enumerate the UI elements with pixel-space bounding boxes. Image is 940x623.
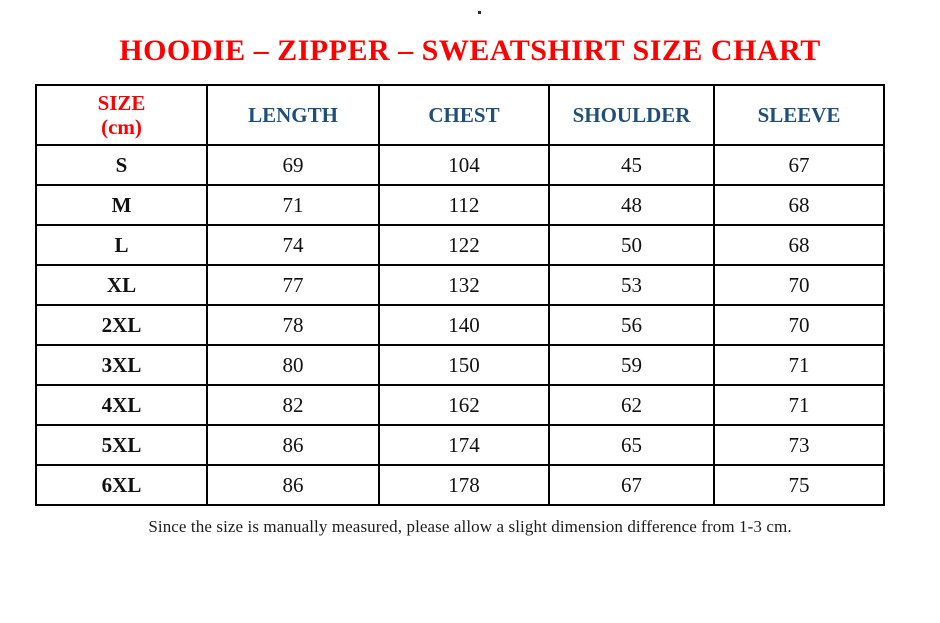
sleeve-value: 73 bbox=[713, 424, 885, 466]
length-value: 69 bbox=[206, 144, 380, 186]
column-header-size: SIZE (cm) bbox=[35, 84, 208, 146]
sleeve-value: 75 bbox=[713, 464, 885, 506]
chest-value: 122 bbox=[378, 224, 550, 266]
sleeve-value: 70 bbox=[713, 304, 885, 346]
shoulder-value: 50 bbox=[548, 224, 715, 266]
size-label: 5XL bbox=[35, 424, 208, 466]
sleeve-value: 70 bbox=[713, 264, 885, 306]
table-row: 3XL 80 150 59 71 bbox=[35, 344, 885, 386]
length-value: 80 bbox=[206, 344, 380, 386]
dot-artifact bbox=[478, 11, 481, 14]
shoulder-value: 59 bbox=[548, 344, 715, 386]
column-header-sleeve: SLEEVE bbox=[713, 84, 885, 146]
size-label: M bbox=[35, 184, 208, 226]
sleeve-value: 68 bbox=[713, 184, 885, 226]
size-label: L bbox=[35, 224, 208, 266]
shoulder-value: 67 bbox=[548, 464, 715, 506]
sleeve-value: 68 bbox=[713, 224, 885, 266]
table-row: L 74 122 50 68 bbox=[35, 224, 885, 266]
length-value: 74 bbox=[206, 224, 380, 266]
size-label: S bbox=[35, 144, 208, 186]
footer-note: Since the size is manually measured, ple… bbox=[148, 517, 792, 536]
chest-value: 174 bbox=[378, 424, 550, 466]
table-row: XL 77 132 53 70 bbox=[35, 264, 885, 306]
chest-value: 150 bbox=[378, 344, 550, 386]
sleeve-value: 71 bbox=[713, 344, 885, 386]
table-row: M 71 112 48 68 bbox=[35, 184, 885, 226]
shoulder-value: 56 bbox=[548, 304, 715, 346]
size-label: 4XL bbox=[35, 384, 208, 426]
length-value: 78 bbox=[206, 304, 380, 346]
table-row: 2XL 78 140 56 70 bbox=[35, 304, 885, 346]
size-header-line2: (cm) bbox=[101, 115, 142, 139]
table-header-row: SIZE (cm) LENGTH CHEST SHOULDER SLEEVE bbox=[35, 84, 885, 146]
chest-value: 132 bbox=[378, 264, 550, 306]
sleeve-value: 67 bbox=[713, 144, 885, 186]
sleeve-value: 71 bbox=[713, 384, 885, 426]
size-chart-table: SIZE (cm) LENGTH CHEST SHOULDER SLEEVE S… bbox=[35, 84, 885, 506]
table-row: S 69 104 45 67 bbox=[35, 144, 885, 186]
table-row: 6XL 86 178 67 75 bbox=[35, 464, 885, 506]
length-value: 71 bbox=[206, 184, 380, 226]
page-title: HOODIE – ZIPPER – SWEATSHIRT SIZE CHART bbox=[119, 34, 821, 67]
size-label: XL bbox=[35, 264, 208, 306]
length-value: 77 bbox=[206, 264, 380, 306]
column-header-shoulder: SHOULDER bbox=[548, 84, 715, 146]
chest-value: 178 bbox=[378, 464, 550, 506]
shoulder-value: 45 bbox=[548, 144, 715, 186]
length-value: 86 bbox=[206, 424, 380, 466]
column-header-length: LENGTH bbox=[206, 84, 380, 146]
shoulder-value: 53 bbox=[548, 264, 715, 306]
size-label: 6XL bbox=[35, 464, 208, 506]
shoulder-value: 65 bbox=[548, 424, 715, 466]
shoulder-value: 62 bbox=[548, 384, 715, 426]
column-header-chest: CHEST bbox=[378, 84, 550, 146]
size-label: 3XL bbox=[35, 344, 208, 386]
table-row: 5XL 86 174 65 73 bbox=[35, 424, 885, 466]
size-header-line1: SIZE bbox=[97, 90, 146, 115]
chest-value: 112 bbox=[378, 184, 550, 226]
size-label: 2XL bbox=[35, 304, 208, 346]
chest-value: 104 bbox=[378, 144, 550, 186]
shoulder-value: 48 bbox=[548, 184, 715, 226]
chest-value: 162 bbox=[378, 384, 550, 426]
length-value: 82 bbox=[206, 384, 380, 426]
table-row: 4XL 82 162 62 71 bbox=[35, 384, 885, 426]
chest-value: 140 bbox=[378, 304, 550, 346]
length-value: 86 bbox=[206, 464, 380, 506]
